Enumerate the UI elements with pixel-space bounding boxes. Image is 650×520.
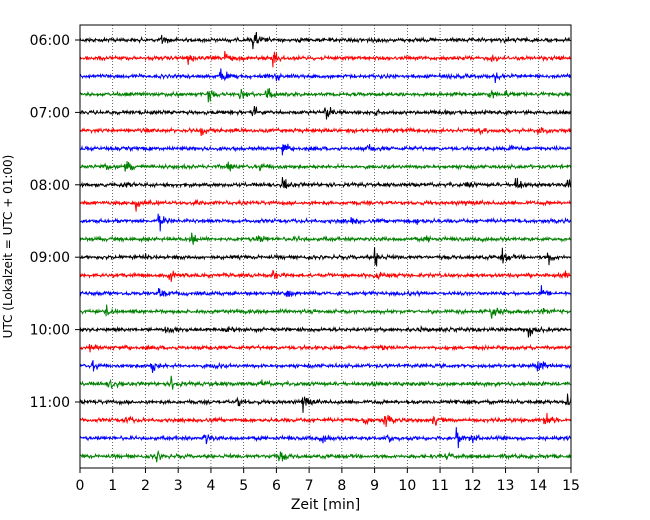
x-tick-label: 4 <box>206 478 215 494</box>
y-tick-label: 07:00 <box>30 105 70 121</box>
y-axis-label: UTC (Lokalzeit = UTC + 01:00) <box>1 155 15 339</box>
x-tick-label: 6 <box>272 478 281 494</box>
x-axis-label: Zeit [min] <box>291 497 360 513</box>
vertical-grid-lines <box>112 25 539 468</box>
trace-1145 <box>79 449 572 463</box>
x-tick-label: 13 <box>497 478 515 494</box>
y-tick-label: 06:00 <box>30 33 70 49</box>
trace-1100 <box>79 393 572 413</box>
trace-1130 <box>79 427 572 449</box>
trace-0730 <box>79 143 572 156</box>
trace-0800 <box>79 176 572 189</box>
x-tick-label: 12 <box>464 478 482 494</box>
x-tick-label: 5 <box>239 478 248 494</box>
x-tick-label: 8 <box>337 478 346 494</box>
trace-0845 <box>79 232 572 245</box>
x-axis-ticks: 0 1 2 3 4 5 6 7 8 9 10 11 12 13 14 15 <box>76 468 580 494</box>
trace-0630 <box>79 68 572 83</box>
trace-0645 <box>79 88 572 103</box>
x-tick-label: 3 <box>174 478 183 494</box>
x-tick-label: 0 <box>76 478 85 494</box>
plot-frame <box>79 24 572 469</box>
x-tick-label: 7 <box>305 478 314 494</box>
y-axis-ticks: 06:00 07:00 08:00 09:00 10:00 11:00 <box>30 33 80 411</box>
x-tick-label: 11 <box>431 478 449 494</box>
y-tick-label: 11:00 <box>30 395 70 411</box>
trace-0615 <box>79 50 572 68</box>
trace-0715 <box>79 126 572 137</box>
trace-0915 <box>79 269 572 282</box>
trace-0900 <box>80 247 572 267</box>
trace-0815 <box>79 198 572 212</box>
trace-1000 <box>79 325 572 338</box>
x-tick-label: 10 <box>398 478 416 494</box>
trace-0700 <box>79 105 572 120</box>
y-tick-label: 08:00 <box>30 178 70 194</box>
trace-1115 <box>79 412 572 428</box>
trace-0830 <box>79 213 572 232</box>
seismogram-traces <box>79 31 572 463</box>
y-tick-label: 10:00 <box>30 323 70 339</box>
x-tick-label: 15 <box>562 478 580 494</box>
trace-0600 <box>79 31 572 50</box>
trace-1030 <box>79 360 572 373</box>
x-tick-label: 1 <box>108 478 117 494</box>
trace-0945 <box>79 304 572 319</box>
x-tick-label: 2 <box>141 478 150 494</box>
trace-1045 <box>79 375 572 390</box>
trace-0930 <box>79 285 572 298</box>
y-tick-label: 09:00 <box>30 250 70 266</box>
x-tick-label: 9 <box>370 478 379 494</box>
x-tick-label: 14 <box>529 478 547 494</box>
trace-0745 <box>79 161 572 172</box>
trace-1015 <box>79 343 572 353</box>
